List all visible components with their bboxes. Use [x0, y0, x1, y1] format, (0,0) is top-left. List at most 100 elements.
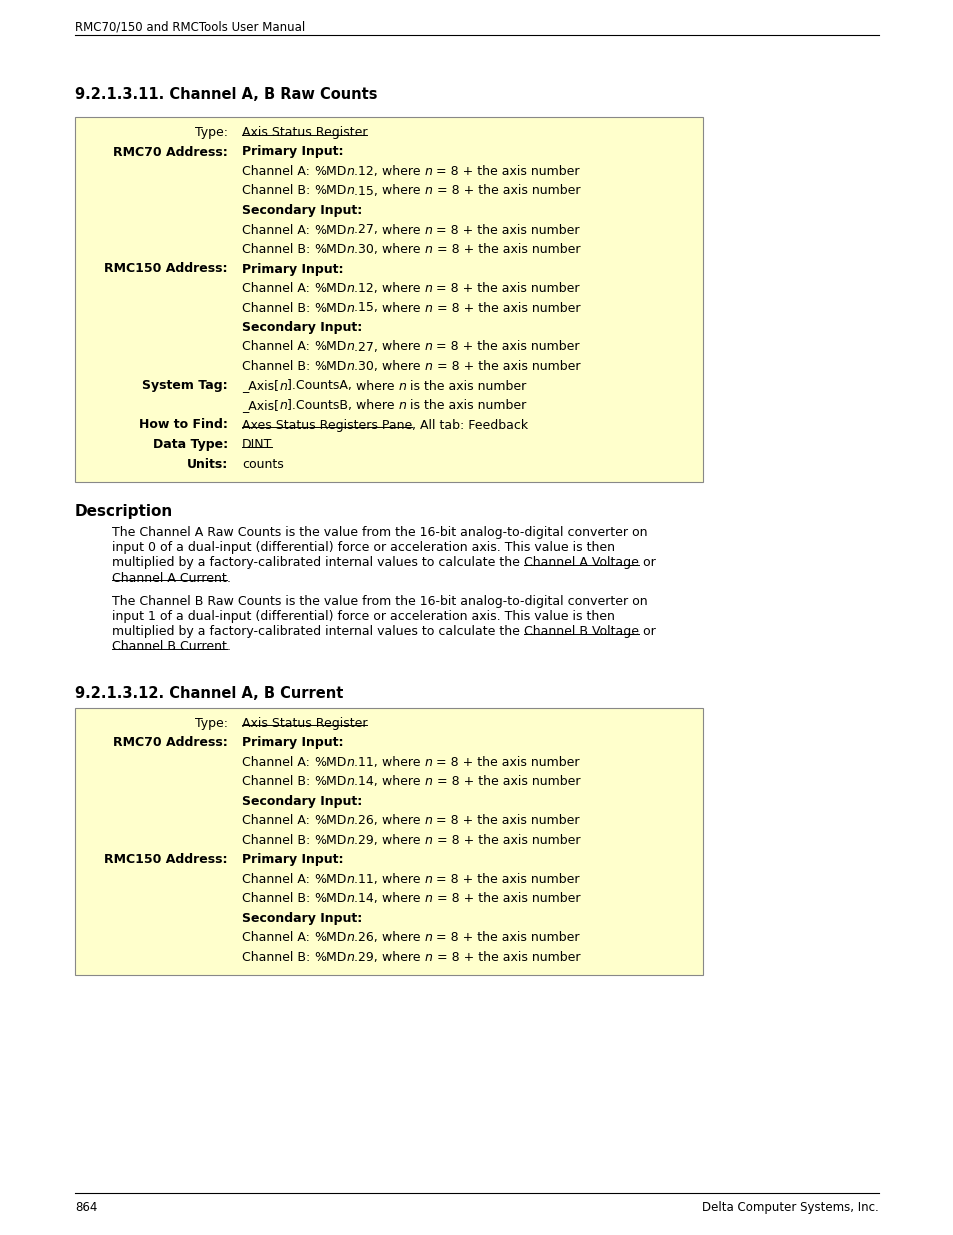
Text: n: n [346, 359, 355, 373]
Text: .29,: .29, [355, 951, 382, 963]
Text: = 8 + the axis number: = 8 + the axis number [432, 951, 579, 963]
Text: Channel B:: Channel B: [242, 892, 314, 905]
Text: .14,: .14, [355, 776, 382, 788]
Text: = 8 + the axis number: = 8 + the axis number [432, 224, 579, 236]
Text: .26,: .26, [354, 814, 381, 827]
Text: Data Type:: Data Type: [152, 438, 228, 451]
Text: where: where [381, 224, 424, 236]
Text: %MD: %MD [314, 892, 346, 905]
Text: .12,: .12, [354, 165, 381, 178]
Text: n: n [424, 814, 432, 827]
Text: .30,: .30, [355, 243, 382, 256]
Text: is the axis number: is the axis number [406, 399, 526, 412]
Text: n: n [424, 341, 432, 353]
Text: Units:: Units: [187, 457, 228, 471]
Text: %MD: %MD [314, 873, 346, 885]
Text: n: n [279, 379, 287, 393]
Text: where: where [355, 399, 398, 412]
Text: n: n [424, 834, 432, 847]
Text: [: [ [274, 399, 279, 412]
Text: where: where [381, 756, 424, 768]
Text: Axis Status Register: Axis Status Register [242, 126, 367, 140]
Text: Channel A Current: Channel A Current [112, 572, 227, 584]
Text: Type:: Type: [194, 716, 228, 730]
Text: Primary Input:: Primary Input: [242, 263, 343, 275]
Text: Primary Input:: Primary Input: [242, 853, 343, 866]
Text: RMC150 Address:: RMC150 Address: [105, 263, 228, 275]
Text: _Axis: _Axis [242, 399, 274, 412]
Text: where: where [382, 243, 424, 256]
Text: .26,: .26, [354, 931, 381, 944]
Text: .: . [227, 572, 231, 584]
Text: Channel A:: Channel A: [242, 341, 314, 353]
Text: Channel A:: Channel A: [242, 756, 314, 768]
Text: 864: 864 [75, 1200, 97, 1214]
Text: where: where [381, 341, 424, 353]
Text: Channel A:: Channel A: [242, 224, 314, 236]
Text: RMC70 Address:: RMC70 Address: [113, 146, 228, 158]
Text: Type:: Type: [194, 126, 228, 140]
Text: .14,: .14, [355, 892, 382, 905]
Text: is the axis number: is the axis number [406, 379, 526, 393]
Text: Secondary Input:: Secondary Input: [242, 911, 362, 925]
Text: n: n [398, 399, 406, 412]
Text: or: or [639, 625, 655, 638]
Text: Axis Status Register: Axis Status Register [242, 716, 367, 730]
Text: Channel B:: Channel B: [242, 776, 314, 788]
Text: n: n [346, 184, 355, 198]
Text: n: n [346, 776, 355, 788]
Text: %MD: %MD [314, 931, 346, 944]
Text: Channel A:: Channel A: [242, 814, 314, 827]
Text: Channel B:: Channel B: [242, 834, 314, 847]
Text: %MD: %MD [314, 184, 346, 198]
Text: RMC150 Address:: RMC150 Address: [105, 853, 228, 866]
Text: = 8 + the axis number: = 8 + the axis number [433, 359, 579, 373]
Text: Primary Input:: Primary Input: [242, 736, 343, 750]
Text: .: . [227, 641, 231, 653]
Text: n: n [346, 165, 354, 178]
Text: where: where [382, 776, 424, 788]
Text: where: where [382, 184, 424, 198]
Text: where: where [381, 165, 424, 178]
Text: = 8 + the axis number: = 8 + the axis number [432, 776, 579, 788]
Text: [: [ [274, 379, 279, 393]
Text: n: n [346, 341, 354, 353]
Text: %MD: %MD [314, 814, 346, 827]
Text: Channel B:: Channel B: [242, 301, 314, 315]
Text: multiplied by a factory-calibrated internal values to calculate the: multiplied by a factory-calibrated inter… [112, 557, 523, 569]
Text: .27,: .27, [354, 224, 381, 236]
Text: = 8 + the axis number: = 8 + the axis number [432, 873, 579, 885]
Text: n: n [346, 756, 354, 768]
Text: Channel B:: Channel B: [242, 243, 314, 256]
Text: %MD: %MD [314, 951, 346, 963]
Text: n: n [346, 301, 355, 315]
Text: n: n [424, 184, 433, 198]
Text: n: n [424, 359, 433, 373]
Text: Secondary Input:: Secondary Input: [242, 794, 362, 808]
Text: n: n [279, 399, 287, 412]
Text: 9.2.1.3.12. Channel A, B Current: 9.2.1.3.12. Channel A, B Current [75, 685, 343, 700]
Text: .30,: .30, [355, 359, 382, 373]
Text: = 8 + the axis number: = 8 + the axis number [432, 756, 579, 768]
Text: n: n [424, 282, 432, 295]
Text: Channel A Voltage: Channel A Voltage [523, 557, 639, 569]
Text: The Channel B Raw Counts is the value from the 16-bit analog-to-digital converte: The Channel B Raw Counts is the value fr… [112, 595, 647, 608]
Text: Channel A:: Channel A: [242, 165, 314, 178]
Text: = 8 + the axis number: = 8 + the axis number [433, 243, 579, 256]
Text: Secondary Input:: Secondary Input: [242, 204, 362, 217]
Text: %MD: %MD [314, 243, 346, 256]
Text: where: where [382, 892, 424, 905]
Text: n: n [346, 243, 355, 256]
Text: Secondary Input:: Secondary Input: [242, 321, 362, 333]
Text: n: n [424, 165, 432, 178]
Text: n: n [346, 892, 355, 905]
FancyBboxPatch shape [75, 708, 702, 976]
Text: n: n [424, 243, 433, 256]
Text: Channel B:: Channel B: [242, 359, 314, 373]
Text: .27,: .27, [354, 341, 381, 353]
Text: = 8 + the axis number: = 8 + the axis number [432, 814, 579, 827]
Text: n: n [346, 834, 355, 847]
Text: Channel B:: Channel B: [242, 951, 314, 963]
Text: ].CountsA,: ].CountsA, [287, 379, 355, 393]
FancyBboxPatch shape [75, 117, 702, 482]
